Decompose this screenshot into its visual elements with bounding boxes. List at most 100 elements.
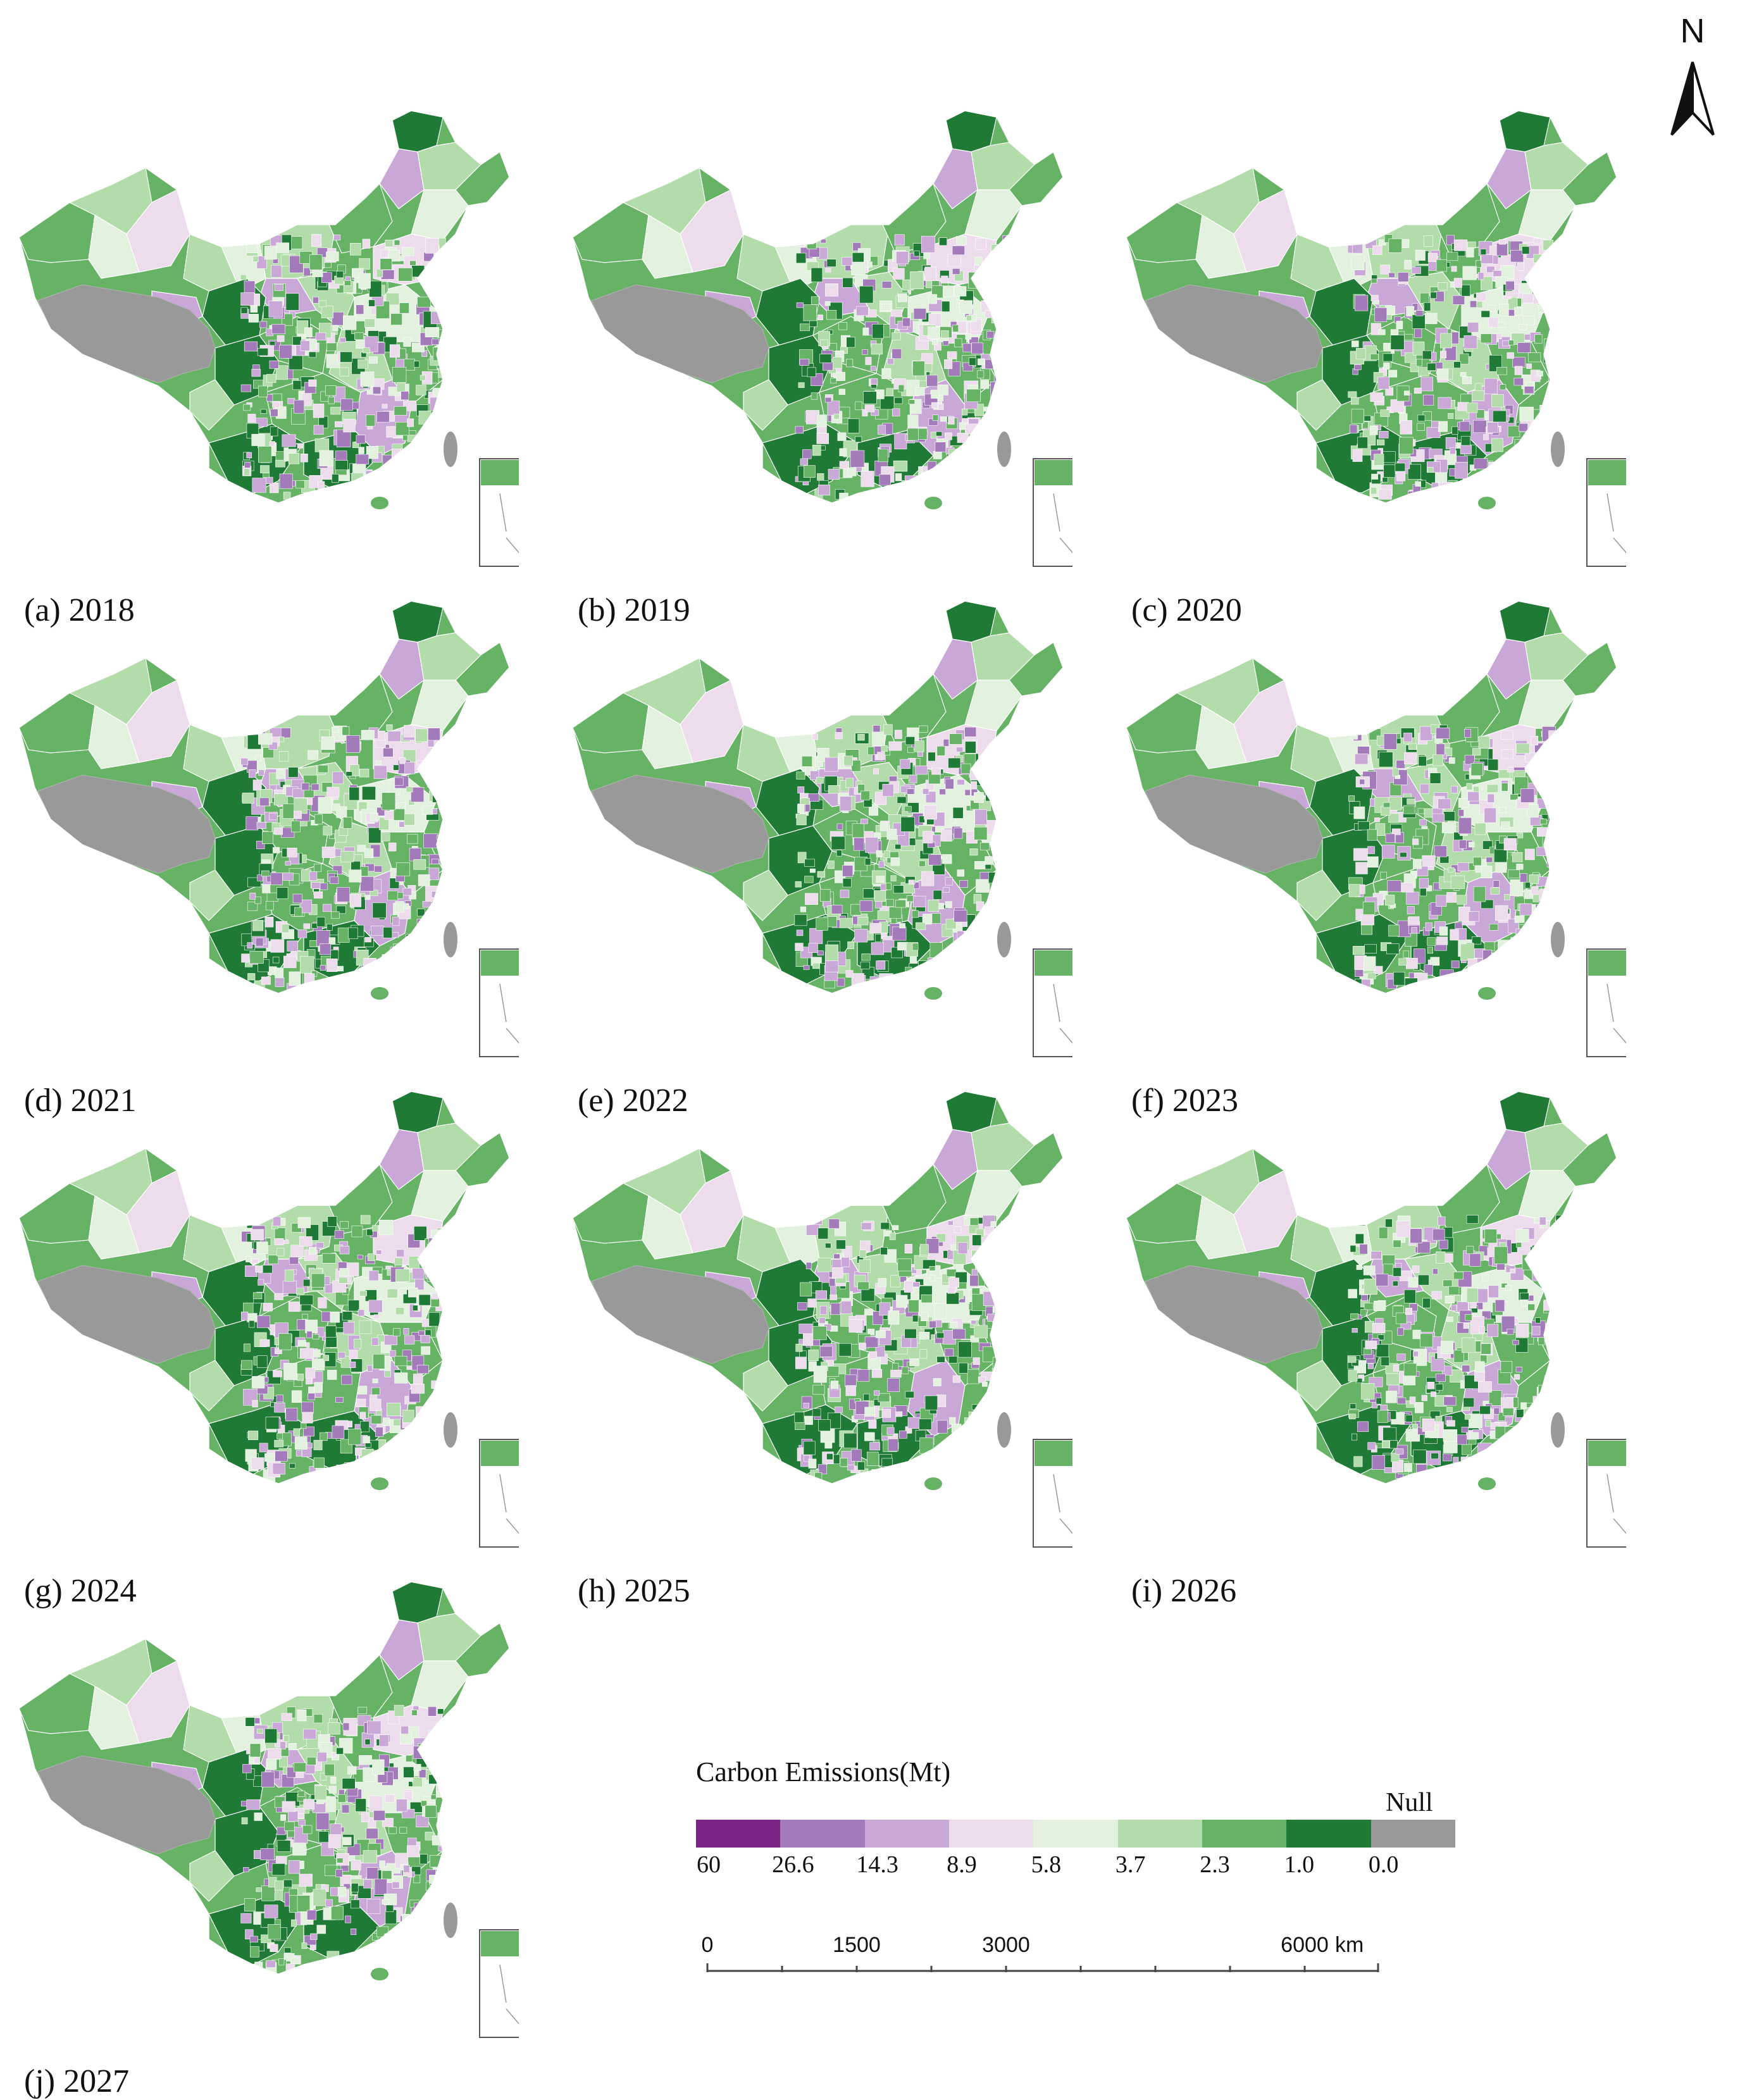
county-cell xyxy=(1367,829,1377,841)
county-cell xyxy=(309,492,323,503)
county-cell xyxy=(940,301,950,312)
county-cell xyxy=(931,390,940,399)
county-cell xyxy=(375,1427,383,1438)
county-cell xyxy=(264,245,277,260)
county-cell xyxy=(818,1419,831,1431)
county-cell xyxy=(883,724,893,735)
county-cell xyxy=(337,1887,347,1897)
county-cell xyxy=(343,419,356,433)
county-cell xyxy=(877,752,885,761)
county-cell xyxy=(804,876,814,883)
county-cell xyxy=(427,1256,433,1264)
county-cell xyxy=(1005,801,1019,817)
county-cell xyxy=(1460,445,1472,455)
county-cell xyxy=(839,461,849,469)
county-cell xyxy=(847,941,854,949)
county-cell xyxy=(281,1713,292,1721)
county-cell xyxy=(363,1850,378,1863)
county-cell xyxy=(342,1311,353,1320)
county-cell xyxy=(1355,969,1364,977)
county-cell xyxy=(370,812,378,821)
county-cell xyxy=(1507,767,1514,773)
county-cell xyxy=(282,434,296,447)
county-cell xyxy=(302,1314,308,1320)
county-cell xyxy=(878,449,888,463)
county-cell xyxy=(952,981,964,990)
county-cell xyxy=(266,892,278,902)
county-cell xyxy=(257,1315,270,1328)
county-cell xyxy=(975,1453,983,1463)
county-cell xyxy=(285,861,292,866)
county-cell xyxy=(957,433,969,443)
county-cell xyxy=(936,1395,947,1407)
county-cell xyxy=(438,254,452,270)
county-cell xyxy=(1543,466,1553,474)
county-cell xyxy=(1005,1300,1013,1310)
county-cell xyxy=(1536,478,1543,483)
county-cell xyxy=(250,1946,259,1958)
legend-break-label: 8.9 xyxy=(947,1851,977,1878)
county-cell xyxy=(825,960,839,972)
county-cell xyxy=(274,1402,285,1413)
county-cell xyxy=(283,1947,292,1953)
county-cell xyxy=(313,425,324,435)
county-cell xyxy=(863,391,877,404)
county-cell xyxy=(1457,862,1469,872)
county-cell xyxy=(275,1856,287,1865)
county-cell xyxy=(803,304,817,321)
county-cell xyxy=(1420,726,1432,741)
county-cell xyxy=(913,895,926,907)
county-cell xyxy=(1545,773,1551,779)
county-cell xyxy=(277,1248,285,1257)
county-cell xyxy=(1448,867,1455,873)
county-cell xyxy=(256,822,266,829)
county-cell xyxy=(243,404,251,411)
county-cell xyxy=(339,484,354,500)
county-cell xyxy=(1377,1334,1384,1341)
county-cell xyxy=(1453,278,1462,288)
county-cell xyxy=(985,771,997,784)
county-cell xyxy=(240,274,247,280)
county-cell xyxy=(928,752,936,762)
county-cell xyxy=(452,1755,466,1766)
county-cell xyxy=(412,1267,425,1279)
county-cell xyxy=(355,1447,362,1456)
county-cell xyxy=(413,1374,423,1384)
map-region xyxy=(1296,379,1342,431)
county-cell xyxy=(338,1794,346,1803)
county-cell xyxy=(967,1369,979,1384)
county-cell xyxy=(952,325,959,332)
county-cell xyxy=(871,409,879,416)
county-cell xyxy=(411,1384,425,1394)
county-cell xyxy=(797,786,805,793)
county-cell xyxy=(340,850,354,862)
county-cell xyxy=(969,1217,979,1226)
county-cell xyxy=(1514,307,1523,316)
map-panel: (i) 2026 xyxy=(1107,1069,1626,1609)
county-cell xyxy=(282,1280,297,1294)
county-cell xyxy=(312,1358,325,1371)
county-cell xyxy=(1435,1383,1443,1391)
county-cell xyxy=(1379,431,1389,438)
county-cell xyxy=(974,919,981,926)
county-cell xyxy=(1000,1221,1011,1229)
county-cell xyxy=(864,1336,879,1348)
county-cell xyxy=(259,797,270,807)
county-cell xyxy=(395,959,409,974)
county-cell xyxy=(1400,420,1412,435)
county-cell xyxy=(332,726,339,733)
county-cell xyxy=(393,1328,401,1336)
county-cell xyxy=(915,765,928,775)
county-cell xyxy=(1386,943,1400,955)
county-cell xyxy=(300,340,310,351)
county-cell xyxy=(1446,1407,1453,1412)
county-cell xyxy=(332,474,339,483)
county-cell xyxy=(363,347,370,354)
county-cell xyxy=(888,1310,900,1325)
county-cell xyxy=(1488,304,1496,312)
county-cell xyxy=(998,1270,1010,1283)
county-cell xyxy=(1498,466,1507,476)
county-cell xyxy=(981,452,991,461)
county-cell xyxy=(309,871,318,881)
county-cell xyxy=(825,283,838,297)
